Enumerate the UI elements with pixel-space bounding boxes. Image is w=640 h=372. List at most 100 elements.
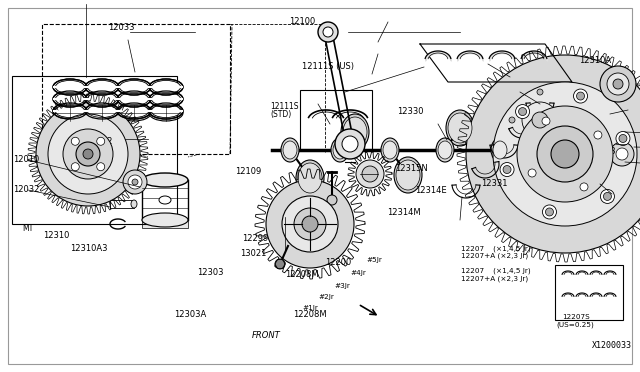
Ellipse shape [541, 132, 569, 168]
Text: 12310A3: 12310A3 [70, 244, 108, 253]
Circle shape [266, 180, 354, 268]
Ellipse shape [85, 91, 119, 107]
Circle shape [573, 89, 588, 103]
Ellipse shape [117, 91, 151, 107]
Circle shape [36, 102, 140, 206]
Text: #3Jr: #3Jr [334, 283, 350, 289]
Text: (STD): (STD) [270, 110, 291, 119]
Ellipse shape [56, 93, 84, 106]
Ellipse shape [559, 135, 581, 165]
Text: MT: MT [22, 224, 34, 233]
Circle shape [71, 137, 79, 145]
Ellipse shape [120, 80, 148, 93]
Text: 12330: 12330 [397, 107, 423, 116]
Circle shape [335, 129, 365, 159]
Text: 12208M: 12208M [293, 310, 327, 319]
Ellipse shape [341, 114, 369, 150]
Ellipse shape [117, 105, 151, 121]
Text: 12315N: 12315N [396, 164, 428, 173]
Bar [300, 90, 372, 150]
Circle shape [616, 131, 630, 145]
Circle shape [342, 136, 358, 152]
Text: 12111S: 12111S [270, 102, 299, 110]
Circle shape [594, 131, 602, 139]
Circle shape [610, 142, 634, 166]
Ellipse shape [53, 79, 87, 95]
Circle shape [362, 166, 378, 182]
Text: 12032: 12032 [13, 185, 39, 194]
Circle shape [616, 148, 628, 160]
Circle shape [71, 163, 79, 171]
Circle shape [528, 169, 536, 177]
Circle shape [493, 82, 637, 226]
Circle shape [503, 166, 511, 173]
Ellipse shape [491, 138, 509, 162]
Ellipse shape [281, 138, 299, 162]
Ellipse shape [149, 79, 183, 95]
Circle shape [63, 129, 113, 179]
Text: 12207S: 12207S [562, 314, 589, 320]
Ellipse shape [501, 152, 529, 188]
Ellipse shape [448, 113, 472, 143]
Circle shape [607, 73, 629, 95]
Ellipse shape [159, 196, 171, 204]
Circle shape [537, 89, 543, 95]
Ellipse shape [117, 79, 151, 95]
Ellipse shape [85, 105, 119, 121]
Text: #5Jr: #5Jr [366, 257, 382, 263]
Circle shape [600, 189, 614, 203]
Ellipse shape [543, 141, 557, 159]
Text: (US=0.25): (US=0.25) [557, 321, 595, 328]
Ellipse shape [88, 105, 116, 118]
Circle shape [302, 216, 318, 232]
Text: 12109: 12109 [236, 167, 262, 176]
Circle shape [545, 208, 554, 216]
Text: #2Jr: #2Jr [319, 294, 335, 300]
Ellipse shape [88, 80, 116, 93]
Text: 12200: 12200 [325, 258, 351, 267]
Ellipse shape [394, 157, 422, 193]
Circle shape [356, 160, 384, 188]
Circle shape [522, 102, 558, 138]
Ellipse shape [131, 200, 137, 208]
Circle shape [580, 183, 588, 191]
Text: 12303: 12303 [197, 268, 223, 277]
Bar [142, 220, 188, 228]
Circle shape [517, 106, 613, 202]
Ellipse shape [503, 155, 527, 185]
Circle shape [509, 117, 515, 123]
Circle shape [537, 126, 593, 182]
Circle shape [132, 179, 138, 185]
Circle shape [551, 140, 579, 168]
Ellipse shape [541, 138, 559, 162]
Bar [12, 76, 177, 224]
Circle shape [123, 170, 147, 194]
Circle shape [600, 66, 636, 102]
Text: X1200033: X1200033 [592, 341, 632, 350]
Circle shape [548, 130, 592, 174]
Bar [584, 188, 600, 202]
Ellipse shape [152, 105, 180, 118]
Ellipse shape [142, 173, 188, 187]
Text: 12033: 12033 [108, 23, 135, 32]
Circle shape [83, 149, 93, 159]
Text: 12208M: 12208M [285, 270, 319, 279]
Ellipse shape [142, 213, 188, 227]
Circle shape [282, 196, 338, 252]
Text: 12303A: 12303A [174, 310, 206, 319]
Ellipse shape [120, 93, 148, 106]
Bar [555, 265, 623, 320]
Text: 12299: 12299 [242, 234, 268, 243]
Circle shape [565, 117, 571, 123]
Ellipse shape [333, 141, 347, 159]
Text: 12207+A (×2,3 Jr): 12207+A (×2,3 Jr) [461, 275, 528, 282]
Ellipse shape [120, 105, 148, 118]
Text: 12310A: 12310A [579, 56, 611, 65]
Circle shape [275, 259, 285, 269]
Circle shape [542, 117, 550, 125]
Text: 12100: 12100 [289, 17, 316, 26]
Circle shape [532, 112, 548, 128]
Text: 12010: 12010 [13, 155, 39, 164]
Ellipse shape [152, 93, 180, 106]
Circle shape [466, 55, 640, 253]
